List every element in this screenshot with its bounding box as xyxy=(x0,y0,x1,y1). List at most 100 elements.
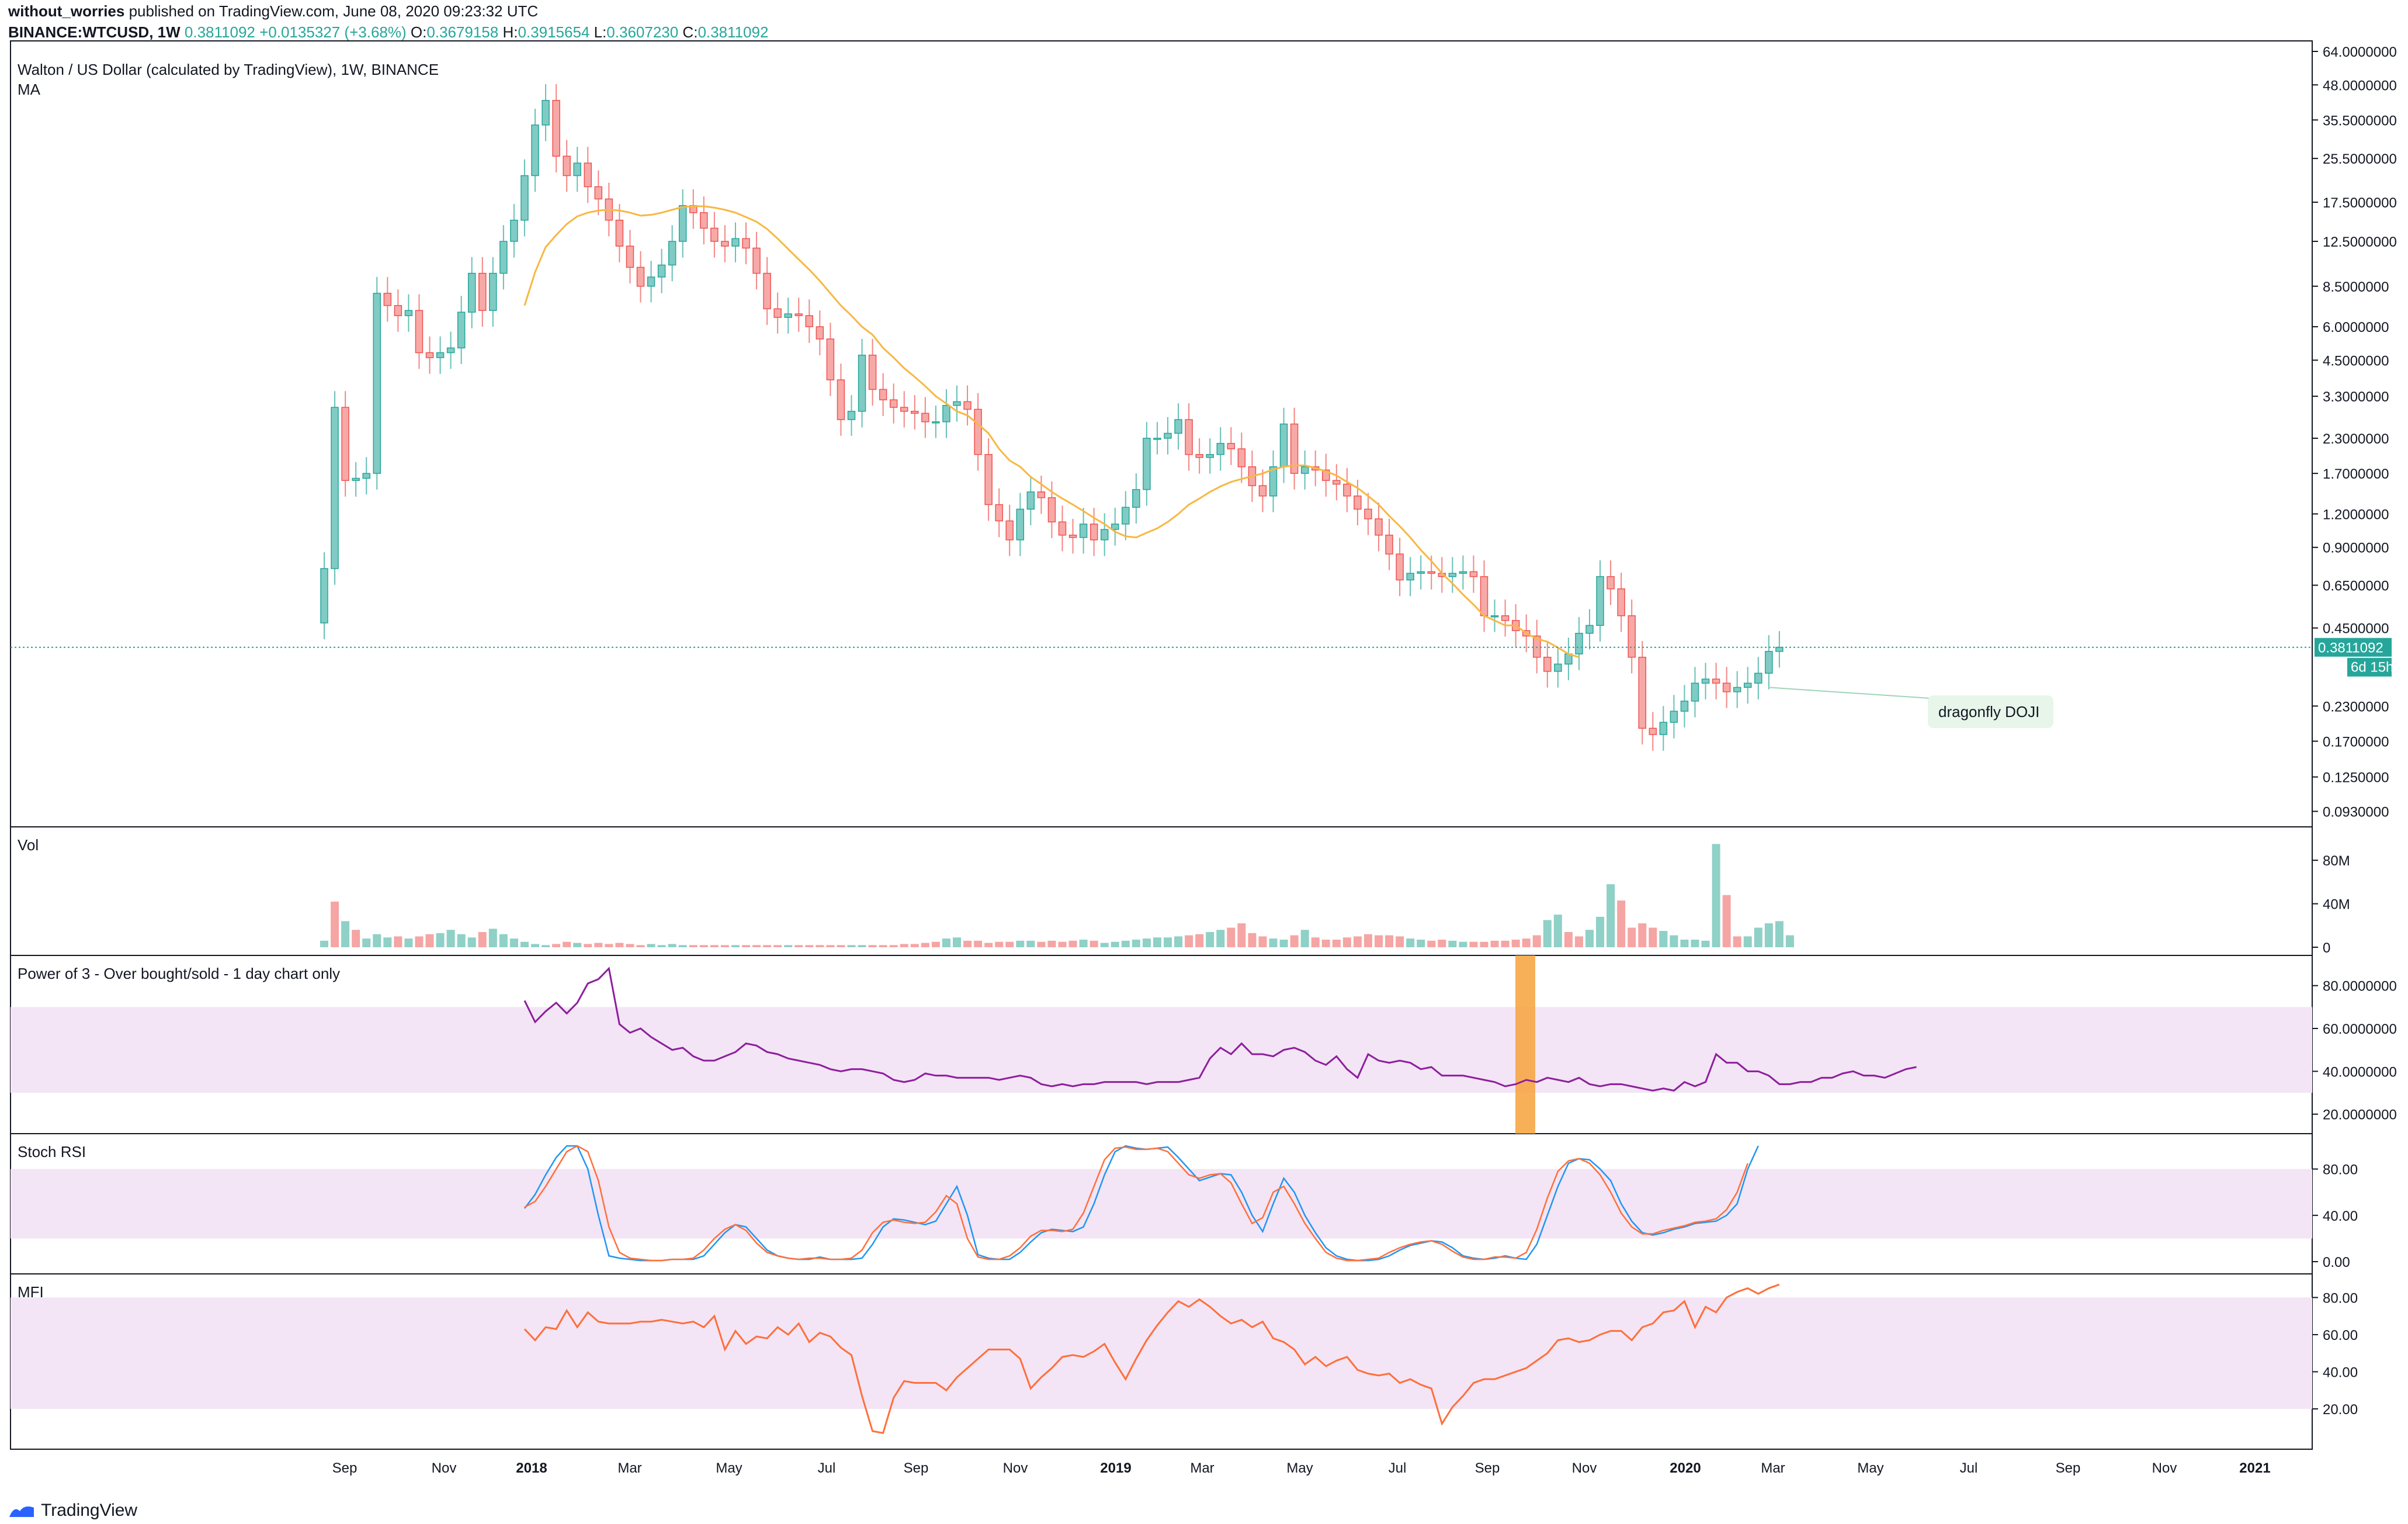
publisher-name[interactable]: without_worries xyxy=(8,2,125,20)
time-label: Sep xyxy=(904,1460,929,1476)
candle xyxy=(1607,576,1615,590)
stoch-tick-label: 0.00 xyxy=(2323,1255,2350,1270)
volume-bar xyxy=(1553,915,1562,947)
volume-bar xyxy=(520,941,529,947)
volume-bar xyxy=(710,945,719,947)
candle xyxy=(415,310,424,354)
price-tick-label: 17.5000000 xyxy=(2323,195,2397,211)
mfi-tick-label: 80.00 xyxy=(2323,1290,2358,1306)
volume-bar xyxy=(1047,940,1056,947)
price-tick-label: 8.5000000 xyxy=(2323,279,2389,295)
candle xyxy=(995,504,1003,522)
volume-bar xyxy=(974,940,983,947)
time-label: May xyxy=(1286,1460,1313,1476)
volume-bar xyxy=(1532,935,1541,947)
candle xyxy=(457,311,466,349)
candle xyxy=(499,241,508,274)
volume-bar xyxy=(1459,941,1467,947)
volume-bar xyxy=(742,945,750,947)
time-label: May xyxy=(1857,1460,1883,1476)
mfi-tick-label: 40.00 xyxy=(2323,1364,2358,1380)
volume-bar xyxy=(1701,940,1710,947)
volume-bar xyxy=(1195,934,1204,947)
stoch-tick-label: 40.00 xyxy=(2323,1208,2358,1224)
volume-bar xyxy=(352,930,360,947)
volume-bar xyxy=(404,938,413,947)
candle xyxy=(489,272,497,311)
tradingview-brand[interactable]: TradingView xyxy=(8,1501,137,1520)
candle xyxy=(868,354,877,390)
candle xyxy=(1195,454,1203,458)
volume-bar xyxy=(1100,943,1109,947)
candle xyxy=(436,352,445,358)
candle xyxy=(700,212,708,229)
volume-bar xyxy=(879,945,887,947)
candle xyxy=(1543,656,1552,672)
candle xyxy=(773,308,782,318)
volume-bar xyxy=(1638,923,1647,947)
candle xyxy=(1406,573,1414,581)
candle xyxy=(1343,483,1351,497)
low-value: 0.3607230 xyxy=(606,23,679,41)
volume-bar xyxy=(678,945,687,947)
volume-bar xyxy=(647,944,655,947)
candle xyxy=(963,401,971,410)
price-tick-label: 2.3000000 xyxy=(2323,431,2389,447)
time-label: Sep xyxy=(332,1460,358,1476)
volume-bar xyxy=(1574,936,1583,947)
candle xyxy=(1680,701,1689,712)
candle xyxy=(921,413,929,422)
pow3-band xyxy=(11,1007,2312,1093)
candle xyxy=(1258,485,1267,497)
time-label: Jul xyxy=(818,1460,836,1476)
volume-bar xyxy=(383,937,392,947)
candle xyxy=(573,162,581,176)
volume-bar xyxy=(910,944,919,947)
candle xyxy=(1775,646,1784,652)
volume-bar xyxy=(752,945,761,947)
volume-bar xyxy=(1522,938,1531,947)
candle xyxy=(1427,571,1435,574)
volume-bar xyxy=(425,934,434,947)
volume-bar xyxy=(1026,940,1035,947)
candle xyxy=(1765,650,1773,674)
volume-bar xyxy=(1511,939,1520,947)
volume-bar xyxy=(1785,935,1794,947)
volume-bar xyxy=(1237,923,1246,947)
candle xyxy=(742,238,750,249)
stoch-d-line xyxy=(524,1145,1748,1262)
time-label: Sep xyxy=(2056,1460,2081,1476)
volume-bar xyxy=(1363,934,1372,947)
volume-bar xyxy=(1121,940,1130,947)
volume-bar xyxy=(657,945,666,947)
volume-bar xyxy=(837,945,845,947)
candle xyxy=(510,220,518,242)
time-label: 2018 xyxy=(516,1460,547,1476)
volume-bar xyxy=(995,941,1004,947)
candle xyxy=(805,315,814,327)
time-label: 2020 xyxy=(1670,1460,1701,1476)
candle xyxy=(1385,534,1393,555)
candle xyxy=(668,241,676,266)
volume-bar xyxy=(615,943,624,947)
volume-bar xyxy=(626,944,634,947)
volume-bar xyxy=(921,943,929,947)
volume-bar xyxy=(478,931,487,947)
candle xyxy=(1691,683,1699,702)
candle xyxy=(1269,466,1278,497)
volume-bar xyxy=(816,945,824,947)
candle xyxy=(1122,507,1130,525)
candle xyxy=(721,241,729,247)
brand-text: TradingView xyxy=(41,1501,138,1520)
volume-bar xyxy=(1132,939,1140,947)
candle xyxy=(1037,491,1046,498)
volume-bar xyxy=(784,945,793,947)
candle xyxy=(446,347,455,354)
candle xyxy=(1670,711,1678,723)
pow3-tick-label: 60.0000000 xyxy=(2323,1021,2397,1037)
volume-bar xyxy=(1068,940,1077,947)
price-tick-label: 0.6500000 xyxy=(2323,578,2389,594)
candle xyxy=(1628,615,1636,658)
candle xyxy=(1227,443,1236,449)
